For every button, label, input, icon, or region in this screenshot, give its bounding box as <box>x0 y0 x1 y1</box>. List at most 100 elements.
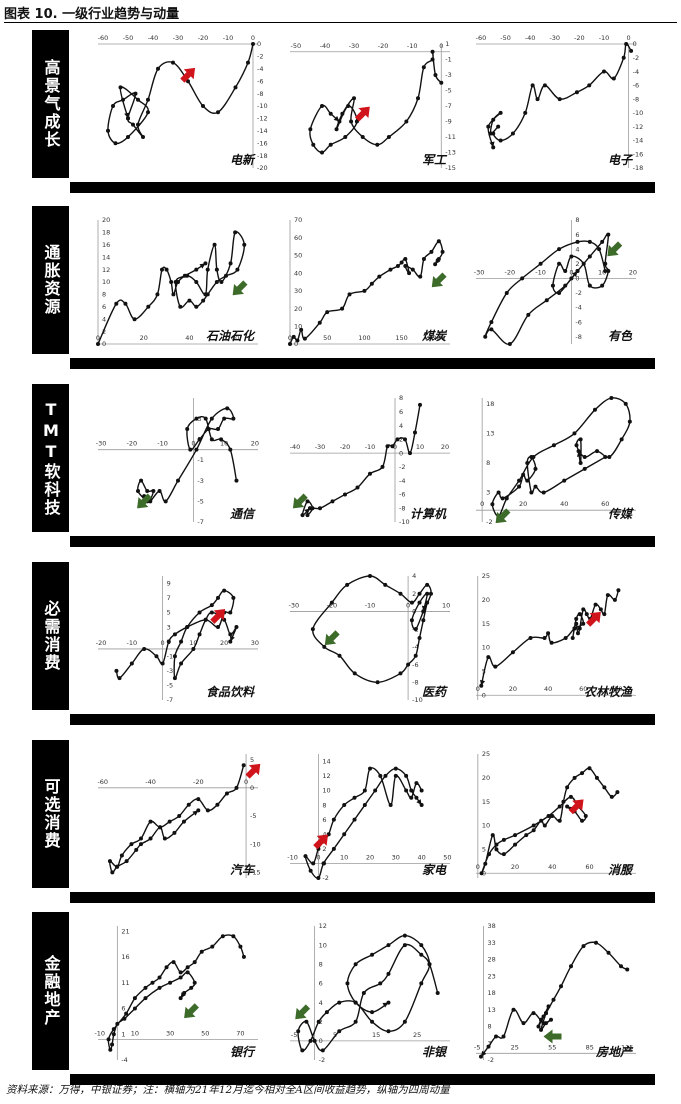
x-tick-label: -10 <box>127 639 138 647</box>
data-point <box>108 1047 113 1052</box>
data-point <box>587 254 592 259</box>
data-point <box>228 610 233 615</box>
data-point <box>409 795 414 800</box>
data-point <box>157 985 162 990</box>
data-point <box>403 256 408 261</box>
data-point <box>115 864 120 869</box>
data-point <box>578 460 583 465</box>
y-tick-label: 28 <box>488 956 496 964</box>
data-point <box>606 269 611 274</box>
x-tick-label: 0 <box>251 34 255 42</box>
data-point <box>233 85 238 90</box>
data-point <box>214 267 219 272</box>
y-tick-label: 10 <box>482 644 490 652</box>
y-tick-label: -5 <box>445 87 451 95</box>
x-tick-label: 0 <box>627 34 631 42</box>
data-point <box>342 832 347 837</box>
data-point <box>417 600 422 605</box>
data-point <box>173 280 178 284</box>
y-tick-label: -15 <box>250 869 261 877</box>
industry-label: 计算机 <box>410 507 447 521</box>
x-tick-label: 0 <box>406 601 410 609</box>
data-point <box>494 842 499 847</box>
data-point <box>603 455 608 460</box>
data-point <box>197 632 202 637</box>
data-point <box>291 334 296 339</box>
y-tick-label: -1 <box>197 456 203 464</box>
y-tick-label: 2 <box>102 328 106 336</box>
x-tick-label: -10 <box>365 443 376 451</box>
data-point <box>533 484 538 489</box>
data-point <box>160 661 165 666</box>
y-tick-label: -2 <box>575 289 581 297</box>
data-point <box>629 48 634 53</box>
y-tick-label: 3 <box>197 415 201 423</box>
data-point <box>219 437 224 442</box>
industry-label: 银行 <box>230 1045 256 1059</box>
data-point <box>587 83 592 88</box>
data-point <box>228 632 233 637</box>
y-tick-label: 2 <box>322 845 326 853</box>
data-point <box>164 965 169 970</box>
y-tick-label: -12 <box>633 123 644 131</box>
data-point <box>378 981 383 986</box>
industry-label: 有色 <box>608 329 633 343</box>
data-point <box>353 962 358 967</box>
y-tick-label: 4 <box>319 999 323 1007</box>
data-point <box>145 489 150 493</box>
industry-label: 房地产 <box>595 1045 634 1059</box>
data-point <box>549 640 554 645</box>
y-tick-label: -2 <box>322 874 328 882</box>
trajectory-end-arrowhead <box>480 679 486 686</box>
x-tick-label: -30 <box>288 601 299 609</box>
data-point <box>210 944 215 949</box>
x-tick-label: 10 <box>598 268 606 276</box>
data-point <box>172 830 177 835</box>
data-point <box>369 281 374 286</box>
data-point <box>425 582 430 587</box>
data-point <box>568 794 573 799</box>
x-tick-label: 40 <box>560 500 568 508</box>
trajectory-line <box>289 240 444 345</box>
y-tick-label: 12 <box>102 266 110 274</box>
industry-label: 通信 <box>230 507 256 521</box>
trajectory-end-arrowhead <box>481 1050 487 1057</box>
data-point <box>551 443 556 448</box>
y-tick-label: 18 <box>102 229 110 237</box>
data-point <box>486 1044 491 1049</box>
data-point <box>409 600 414 605</box>
data-point <box>146 110 150 115</box>
data-point <box>539 1017 543 1022</box>
data-point <box>425 600 430 605</box>
data-point <box>241 763 246 768</box>
y-tick-label: -10 <box>633 109 644 117</box>
x-tick-label: 20 <box>519 500 527 508</box>
data-point <box>546 814 551 818</box>
x-tick-label: 10 <box>131 1029 139 1037</box>
x-tick-label: 0 <box>476 863 480 871</box>
data-point <box>390 444 395 449</box>
data-point <box>163 499 168 504</box>
x-tick-label: 115 <box>621 1043 633 1051</box>
data-point <box>606 232 611 237</box>
data-point <box>398 671 403 676</box>
data-point <box>151 489 156 493</box>
y-tick-label: -5 <box>197 498 203 506</box>
data-point <box>421 609 426 614</box>
y-tick-label: 2 <box>399 436 403 444</box>
data-point <box>607 455 612 460</box>
data-point <box>496 124 501 129</box>
data-point <box>203 617 208 622</box>
data-point <box>578 437 583 442</box>
data-point <box>494 1034 498 1039</box>
data-point <box>402 933 407 938</box>
data-point <box>133 91 138 96</box>
data-point <box>330 499 335 504</box>
data-point <box>300 1048 305 1053</box>
trajectory-line <box>137 407 238 503</box>
y-tick-label: -18 <box>633 164 644 172</box>
data-point <box>111 104 115 108</box>
data-point <box>531 1011 536 1016</box>
